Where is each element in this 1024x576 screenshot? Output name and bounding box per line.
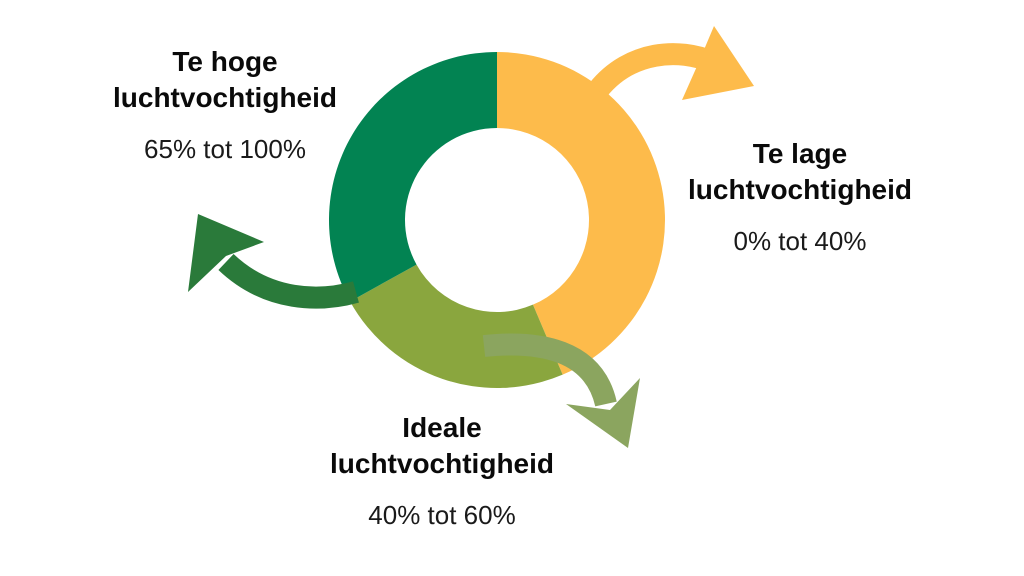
- label-low-line2: luchtvochtigheid: [688, 174, 912, 205]
- donut-segment-ideal: [350, 264, 563, 388]
- label-high-humidity: Te hoge luchtvochtigheid 65% tot 100%: [100, 44, 350, 164]
- label-high-title: Te hoge luchtvochtigheid: [100, 44, 350, 116]
- arrow-high-head: [188, 214, 264, 292]
- label-high-line1: Te hoge: [172, 46, 278, 77]
- arrow-ideal-humidity: [482, 333, 640, 448]
- label-ideal-range: 40% tot 60%: [368, 500, 516, 530]
- label-low-title: Te lage luchtvochtigheid: [668, 136, 932, 208]
- arrow-low-head: [682, 26, 754, 100]
- arrow-high-shaft: [218, 253, 359, 309]
- donut-segments: [328, 52, 666, 388]
- label-high-range: 65% tot 100%: [144, 134, 306, 164]
- arrow-ideal-shaft: [482, 333, 617, 407]
- label-ideal-humidity: Ideale luchtvochtigheid 40% tot 60%: [292, 410, 592, 530]
- label-high-line2: luchtvochtigheid: [113, 82, 337, 113]
- label-low-humidity: Te lage luchtvochtigheid 0% tot 40%: [668, 136, 932, 256]
- arrow-ideal-head: [566, 378, 640, 448]
- arrow-high-humidity: [188, 214, 359, 309]
- label-ideal-line1: Ideale: [402, 412, 482, 443]
- donut-segment-high: [328, 52, 497, 302]
- label-ideal-line2: luchtvochtigheid: [330, 448, 554, 479]
- arrows: [188, 26, 754, 448]
- label-ideal-title: Ideale luchtvochtigheid: [292, 410, 592, 482]
- donut-segment-low: [497, 52, 666, 375]
- label-low-range: 0% tot 40%: [733, 226, 867, 256]
- label-low-line1: Te lage: [752, 138, 848, 169]
- arrow-low-humidity: [589, 26, 754, 100]
